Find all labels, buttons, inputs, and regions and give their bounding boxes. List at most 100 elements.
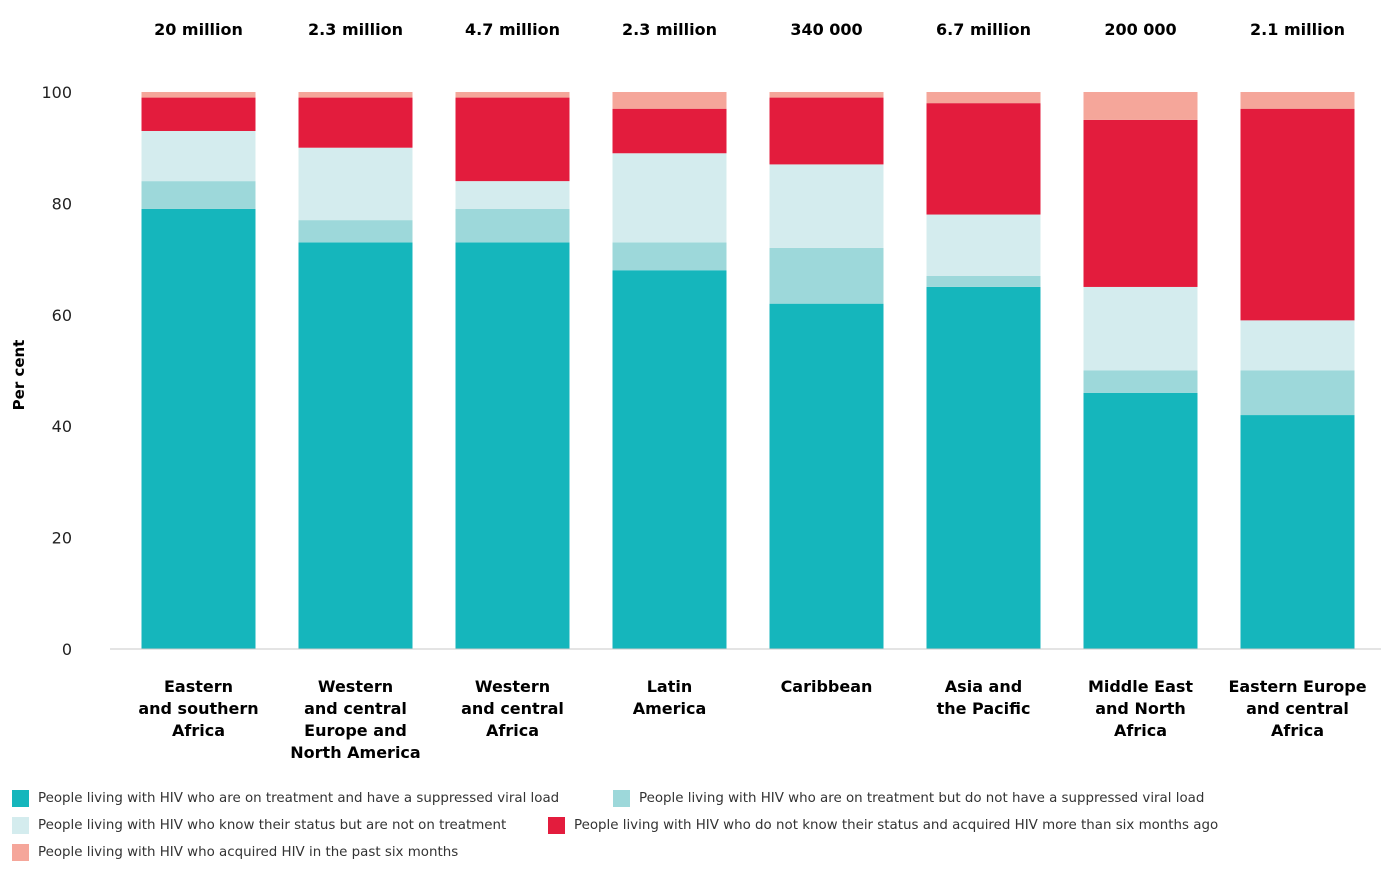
bar-stack [141, 92, 256, 649]
bar-segment [926, 103, 1041, 215]
total-label: 6.7 million [936, 20, 1031, 39]
category-label-line: Africa [1114, 721, 1167, 740]
bar-segment [769, 164, 884, 248]
total-label: 340 000 [790, 20, 862, 39]
bar-segment [298, 92, 413, 98]
bar-segment [926, 214, 1041, 276]
y-tick-label: 80 [52, 194, 72, 213]
bars-layer [141, 92, 1355, 649]
legend-swatch [613, 790, 630, 807]
bar-segment [769, 247, 884, 304]
stacked-bar-chart: 20 million 2.3 million 4.7 million 2.3 mill… [10, 20, 1381, 762]
bar-segment [1083, 286, 1198, 371]
legend-label: People living with HIV who acquired HIV … [38, 845, 459, 860]
legend-swatch [12, 817, 29, 834]
bar-stack [298, 92, 413, 649]
bar-segment [141, 208, 256, 649]
bar-stack [612, 92, 727, 649]
y-tick-label: 0 [62, 640, 72, 659]
bar-segment [1240, 370, 1355, 416]
bar-stack [455, 92, 570, 649]
total-label: 4.7 million [465, 20, 560, 39]
category-label-line: and central [304, 699, 407, 718]
y-tick-label: 40 [52, 417, 72, 436]
y-axis: Per cent 0 20 40 60 80 100 [10, 83, 72, 659]
category-label-line: Latin [647, 677, 693, 696]
bar-segment [612, 153, 727, 243]
bar-segment [455, 92, 570, 98]
category-label-line: and North [1095, 699, 1186, 718]
category-label: Western and central Europe and North Americ… [290, 677, 420, 762]
category-label-line: Western [475, 677, 550, 696]
bar-segment [455, 242, 570, 649]
category-label: Latin America [633, 677, 707, 718]
bar-segment [141, 92, 256, 98]
bar-segment [141, 181, 256, 209]
legend-swatch [12, 844, 29, 861]
bar-segment [1240, 415, 1355, 649]
category-label: Eastern Europe and central Africa [1228, 677, 1366, 740]
y-tick-label: 20 [52, 529, 72, 548]
total-label: 200 000 [1104, 20, 1176, 39]
bar-segment [298, 242, 413, 649]
category-label-line: Africa [486, 721, 539, 740]
category-label-line: Europe and [304, 721, 407, 740]
total-label: 20 million [154, 20, 243, 39]
category-label-line: and central [461, 699, 564, 718]
bar-segment [926, 92, 1041, 104]
category-label-line: Western [318, 677, 393, 696]
bar-segment [1083, 370, 1198, 393]
bar-segment [769, 92, 884, 98]
bar-segment [926, 275, 1041, 287]
category-labels: Eastern and southern Africa Western and cent… [138, 677, 1366, 762]
category-label: Eastern and southern Africa [138, 677, 258, 740]
category-label: Asia and the Pacific [937, 677, 1031, 718]
bar-stack [1240, 92, 1355, 649]
bar-segment [298, 220, 413, 243]
bar-segment [455, 208, 570, 243]
legend-swatch [548, 817, 565, 834]
bar-segment [455, 181, 570, 209]
legend: People living with HIV who are on treatm… [12, 790, 1372, 871]
bar-segment [1240, 92, 1355, 109]
category-label-line: and southern [138, 699, 258, 718]
bar-stack [926, 92, 1041, 649]
bar-segment [612, 242, 727, 271]
y-tick-label: 60 [52, 306, 72, 325]
bar-segment [612, 92, 727, 109]
total-label: 2.3 million [308, 20, 403, 39]
category-label-line: Africa [172, 721, 225, 740]
category-label-line: America [633, 699, 707, 718]
bar-segment [769, 97, 884, 165]
total-label: 2.1 million [1250, 20, 1345, 39]
category-label-line: Eastern Europe [1228, 677, 1366, 696]
bar-segment [1240, 108, 1355, 321]
bar-segment [141, 97, 256, 131]
bar-segment [1083, 92, 1198, 120]
bar-segment [1240, 320, 1355, 371]
legend-label: People living with HIV who do not know t… [574, 818, 1219, 833]
y-tick-label: 100 [41, 83, 72, 102]
legend-label: People living with HIV who are on treatm… [38, 791, 560, 806]
totals-layer: 20 million 2.3 million 4.7 million 2.3 mill… [154, 20, 1345, 39]
y-axis-label: Per cent [10, 340, 28, 411]
category-label-line: Eastern [164, 677, 233, 696]
bar-segment [1083, 119, 1198, 287]
bar-stack [769, 92, 884, 649]
category-label-line: Africa [1271, 721, 1324, 740]
category-label-line: Middle East [1088, 677, 1193, 696]
category-label-line: Asia and [945, 677, 1022, 696]
bar-segment [926, 286, 1041, 649]
category-label: Caribbean [781, 677, 873, 696]
legend-item: People living with HIV who are on treatm… [613, 790, 1204, 807]
bar-segment [612, 108, 727, 154]
legend-swatch [12, 790, 29, 807]
legend-item: People living with HIV who acquired HIV … [12, 844, 458, 861]
legend-item: People living with HIV who do not know t… [548, 817, 1218, 834]
legend-label: People living with HIV who are on treatm… [639, 791, 1205, 806]
category-label-line: North America [290, 743, 420, 762]
legend-label: People living with HIV who know their st… [38, 818, 507, 833]
bar-stack [1083, 92, 1198, 649]
legend-row: People living with HIV who are on treatm… [12, 790, 1372, 817]
legend-item: People living with HIV who know their st… [12, 817, 506, 834]
